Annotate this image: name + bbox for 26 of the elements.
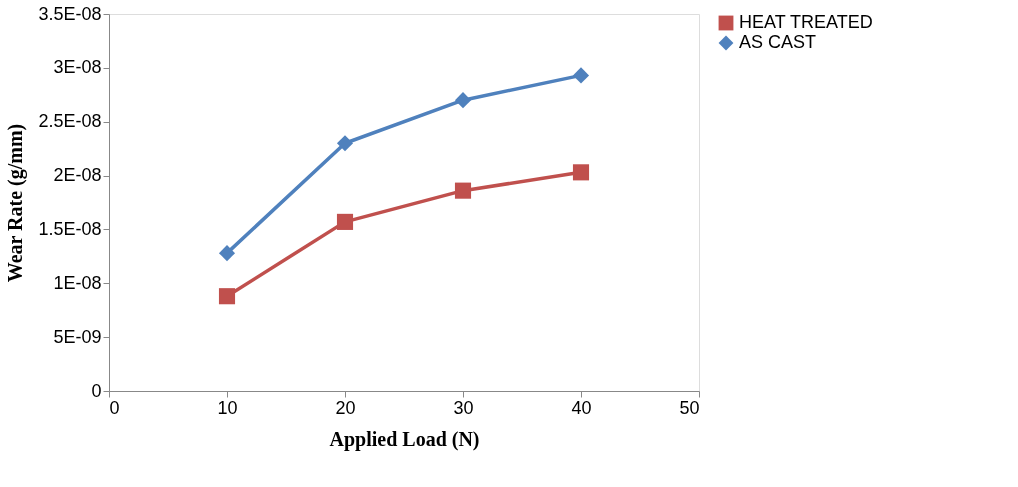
- y-tick-label: 3E-08: [53, 57, 102, 78]
- legend-label: HEAT TREATED: [739, 12, 873, 32]
- y-tick-label: 2.5E-08: [38, 111, 102, 132]
- y-axis-title: Wear Rate (g/mm): [4, 123, 28, 283]
- x-tick-label: 40: [571, 397, 592, 418]
- legend-label: AS CAST: [739, 32, 817, 52]
- point: [218, 245, 236, 262]
- y-tick-label: 3.5E-08: [38, 3, 102, 24]
- point: [336, 213, 354, 230]
- y-tick-label: 0: [91, 380, 102, 401]
- point: [454, 182, 472, 199]
- x-tick-label: 10: [217, 397, 238, 418]
- y-tick-label: 1E-08: [53, 272, 102, 293]
- point: [572, 67, 590, 84]
- x-tick-label: 30: [453, 397, 474, 418]
- x-axis-title: Applied Load (N): [329, 427, 480, 451]
- x-tick-label: 20: [335, 397, 356, 418]
- point: [218, 288, 236, 305]
- y-tick-label: 2E-08: [53, 165, 102, 186]
- x-tick-label: 0: [109, 397, 120, 418]
- point: [336, 135, 354, 152]
- y-tick-label: 1.5E-08: [38, 218, 102, 239]
- point: [454, 92, 472, 109]
- point: [572, 164, 590, 181]
- y-tick-label: 5E-09: [53, 326, 102, 347]
- x-tick-label: 50: [679, 397, 700, 418]
